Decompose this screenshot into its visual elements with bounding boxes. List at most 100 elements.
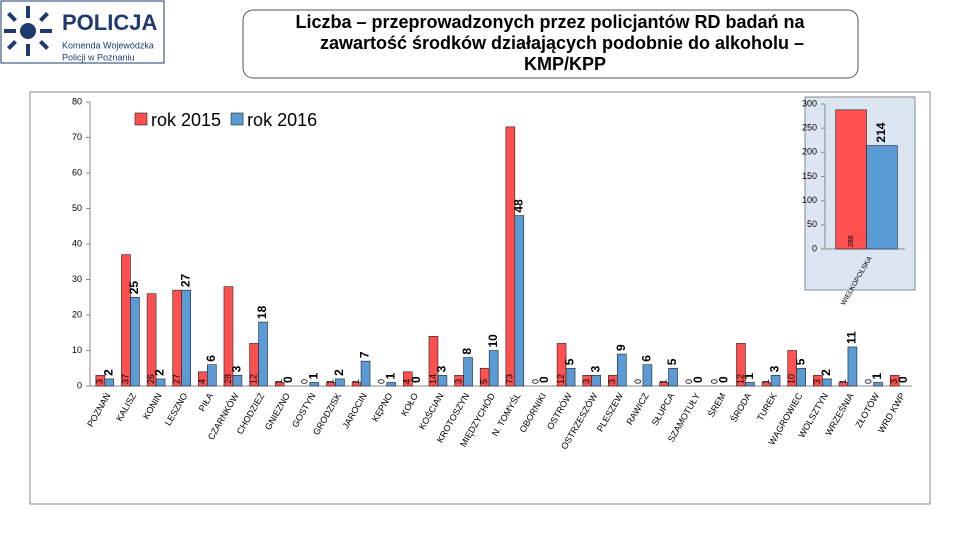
bar: [258, 321, 268, 387]
bar: [121, 254, 131, 387]
data-label: 0: [710, 379, 720, 384]
bar: [591, 375, 601, 387]
y-tick-label: 100: [802, 195, 817, 205]
data-label: 0: [530, 379, 540, 384]
data-label: 11: [845, 331, 859, 344]
data-label: 10: [486, 334, 500, 348]
data-label: 1: [351, 379, 361, 384]
data-label: 14: [428, 374, 438, 384]
bar: [403, 371, 413, 387]
bar: [309, 382, 320, 387]
bar: [232, 375, 243, 387]
y-tick-label: 150: [802, 171, 817, 181]
data-label: 18: [255, 305, 269, 319]
data-label: 0: [377, 379, 387, 384]
chart-title: Liczba – przeprowadzonych przez policjan…: [295, 12, 805, 32]
data-label: 7: [358, 351, 372, 358]
data-label: 3: [768, 365, 782, 372]
bar: [873, 382, 883, 387]
bar: [155, 378, 166, 387]
data-label: 12: [735, 374, 745, 384]
data-label: 0: [684, 379, 694, 384]
legend-label: rok 2015: [151, 110, 221, 130]
y-tick-label: 250: [802, 123, 817, 133]
logo-line: Komenda Wojewódzka: [62, 40, 154, 50]
bar: [360, 360, 371, 387]
data-label: 288: [848, 235, 855, 247]
bar: [617, 353, 627, 387]
data-label: 1: [838, 379, 848, 384]
data-label: 5: [793, 358, 807, 365]
data-label: 3: [889, 379, 899, 384]
y-tick-label: 30: [72, 274, 82, 284]
data-label: 1: [383, 372, 397, 379]
data-label: 2: [819, 369, 833, 376]
data-label: 3: [453, 379, 463, 384]
bar: [745, 382, 755, 387]
legend-swatch: [134, 112, 148, 126]
data-label: 48: [511, 199, 525, 213]
data-label: 0: [896, 376, 910, 383]
data-label: 1: [274, 379, 284, 384]
bar: [889, 375, 900, 387]
data-label: 26: [146, 374, 156, 384]
data-label: 12: [556, 374, 566, 384]
data-label: 0: [716, 376, 730, 383]
data-label: 4: [402, 379, 412, 384]
bar: [642, 364, 653, 387]
bar: [172, 289, 182, 387]
bar: [207, 364, 217, 387]
data-label: 37: [120, 374, 130, 384]
bar: [386, 382, 396, 387]
bar: [437, 375, 448, 387]
data-label: 28: [223, 374, 233, 384]
bar: [847, 346, 858, 387]
data-label: 6: [640, 355, 654, 362]
bar: [736, 343, 746, 387]
data-label: 214: [874, 122, 888, 142]
data-label: 2: [332, 369, 346, 376]
bar: [505, 126, 516, 387]
bar: [335, 378, 345, 387]
data-label: 3: [607, 379, 617, 384]
data-label: 0: [537, 376, 551, 383]
bar: [488, 350, 499, 387]
bar: [770, 375, 781, 387]
data-label: 27: [178, 273, 192, 287]
data-label: 3: [435, 365, 449, 372]
data-label: 25: [127, 281, 141, 295]
bar: [274, 382, 285, 387]
data-label: 1: [658, 379, 668, 384]
bar: [796, 367, 806, 387]
data-label: 0: [633, 379, 643, 384]
bar: [104, 378, 115, 387]
data-label: 1: [742, 372, 756, 379]
data-label: 0: [691, 376, 705, 383]
chart-title: KMP/KPP: [524, 54, 606, 74]
bar: [668, 367, 678, 387]
data-label: 2: [153, 369, 167, 376]
data-label: 1: [761, 379, 771, 384]
data-label: 0: [409, 376, 423, 383]
legend-swatch: [230, 112, 244, 126]
logo-title: POLICJA: [62, 10, 157, 35]
data-label: 3: [95, 379, 105, 384]
y-tick-label: 0: [812, 243, 817, 253]
bar: [866, 145, 898, 250]
data-label: 10: [787, 374, 797, 384]
data-label: 0: [300, 379, 310, 384]
data-label: 6: [204, 355, 218, 362]
data-label: 8: [460, 348, 474, 355]
data-label: 3: [230, 365, 244, 372]
y-tick-label: 300: [802, 98, 817, 108]
logo-line: Policji w Poznaniu: [62, 52, 135, 62]
bar: [822, 378, 832, 387]
bar: [181, 289, 191, 387]
data-label: 27: [172, 374, 182, 384]
y-tick-label: 50: [72, 203, 82, 213]
bar: [223, 286, 234, 387]
y-tick-label: 60: [72, 167, 82, 177]
data-label: 1: [870, 372, 884, 379]
data-label: 3: [588, 365, 602, 372]
